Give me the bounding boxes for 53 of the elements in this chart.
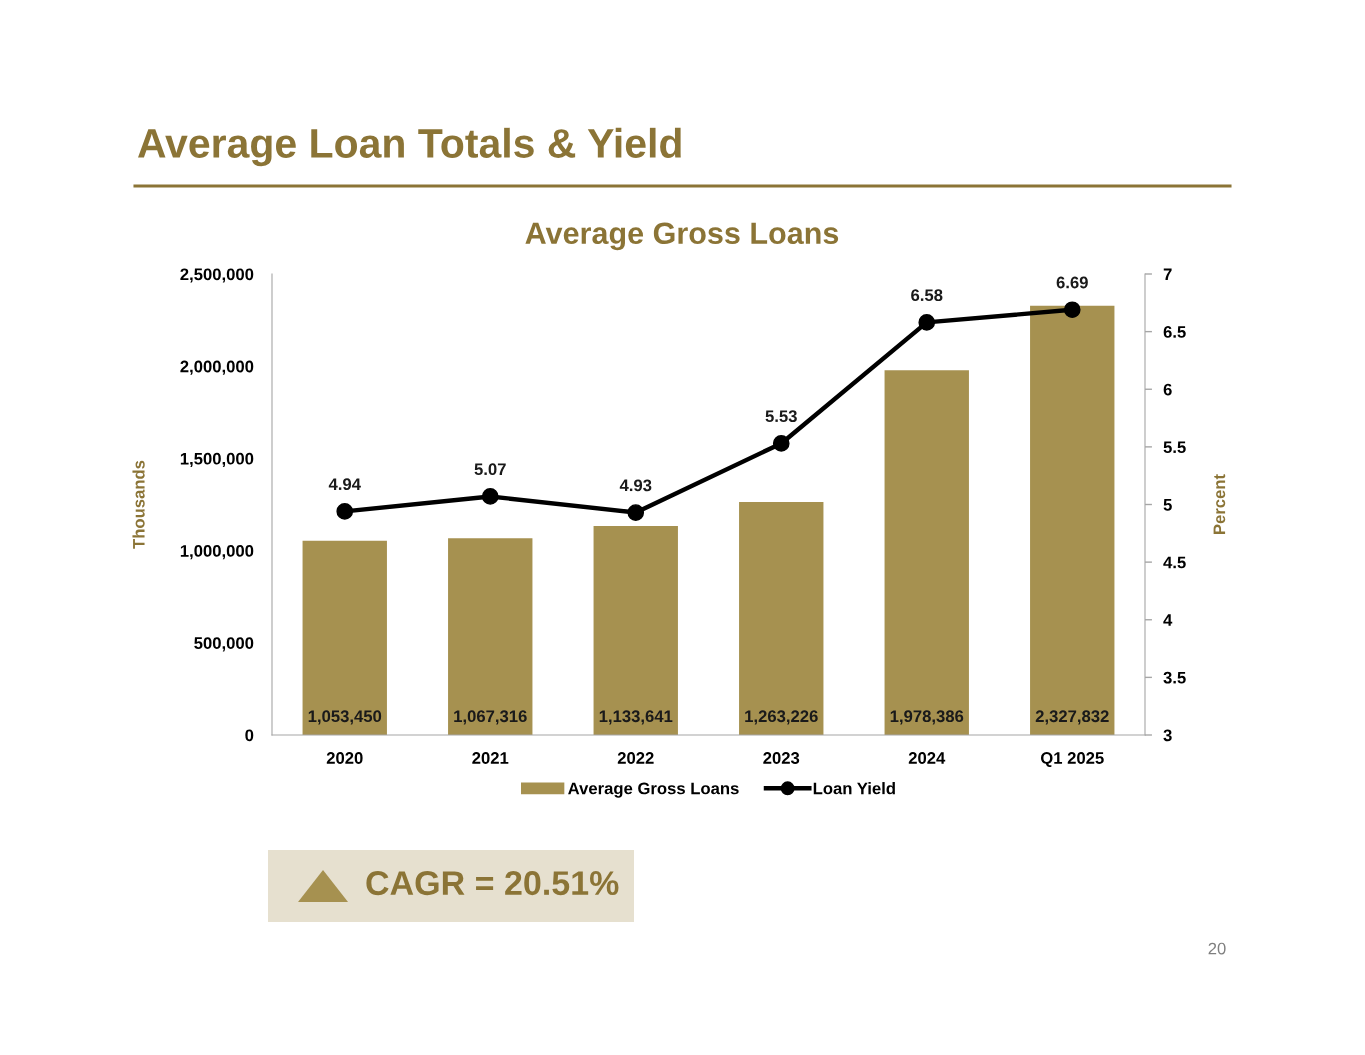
point <box>627 504 645 521</box>
y2-tick-label: 5.5 <box>1163 441 1186 454</box>
text: 20 <box>1208 942 1226 955</box>
y-tick-label: 1,000,000 <box>180 545 254 560</box>
chart-title: Average Loan Totals & Yield <box>138 127 681 167</box>
y2-tick-label: 7 <box>1163 268 1172 281</box>
chart-subtitle: Average Gross Loans <box>525 222 839 251</box>
bar <box>884 370 969 735</box>
text: CAGR = 20.51% <box>366 871 619 896</box>
data-label: 1,133,641 <box>599 710 673 725</box>
y2-axis-title: Percent <box>1213 474 1226 534</box>
data-label: 4.93 <box>619 479 652 492</box>
y2-tick-label: 3 <box>1163 729 1172 742</box>
y-tick-label: 500,000 <box>194 637 254 652</box>
y2-tick-label: 5 <box>1163 499 1172 511</box>
point <box>1063 301 1081 319</box>
point <box>918 314 936 331</box>
y2-tick-label: 3.5 <box>1163 671 1186 684</box>
x-tick-label: 2024 <box>908 752 946 764</box>
legend-label: Average Gross Loans <box>568 782 739 798</box>
legend-label: Loan Yield <box>813 782 895 795</box>
data-label: 5.07 <box>474 463 506 476</box>
data-label: 4.94 <box>328 478 361 491</box>
y-axis-title: Thousands <box>132 460 145 549</box>
data-label: 2,327,832 <box>1035 710 1109 725</box>
x-tick-label: 2020 <box>326 752 363 764</box>
y2-tick-label: 4 <box>1163 614 1173 626</box>
bar <box>593 525 678 735</box>
y-tick-label: 2,500,000 <box>180 268 254 283</box>
y-tick-label: 1,500,000 <box>180 452 254 468</box>
y2-tick-label: 4.5 <box>1163 556 1186 569</box>
point <box>481 488 499 505</box>
data-label: 1,067,316 <box>454 710 527 725</box>
data-label: 1,263,226 <box>745 710 818 725</box>
data-label: 6.58 <box>911 289 943 302</box>
data-label: 6.69 <box>1056 276 1088 289</box>
point <box>772 435 790 452</box>
data-label: 1,053,450 <box>308 710 382 725</box>
y2-tick-label: 6.5 <box>1163 326 1186 338</box>
x-tick-label: 2021 <box>472 752 509 764</box>
y2-tick-label: 6 <box>1163 383 1172 396</box>
bar <box>448 538 533 735</box>
x-tick-label: 2022 <box>617 752 654 764</box>
y-tick-label: 0 <box>245 729 254 742</box>
data-label: 1,978,386 <box>890 710 964 725</box>
x-tick-label: Q1 2025 <box>1040 752 1104 768</box>
bar <box>1030 305 1115 735</box>
data-label: 5.53 <box>765 410 797 423</box>
bar <box>302 540 387 735</box>
point <box>336 503 354 520</box>
bar <box>739 502 824 735</box>
y-tick-label: 2,000,000 <box>180 360 254 375</box>
x-tick-label: 2023 <box>763 752 800 764</box>
